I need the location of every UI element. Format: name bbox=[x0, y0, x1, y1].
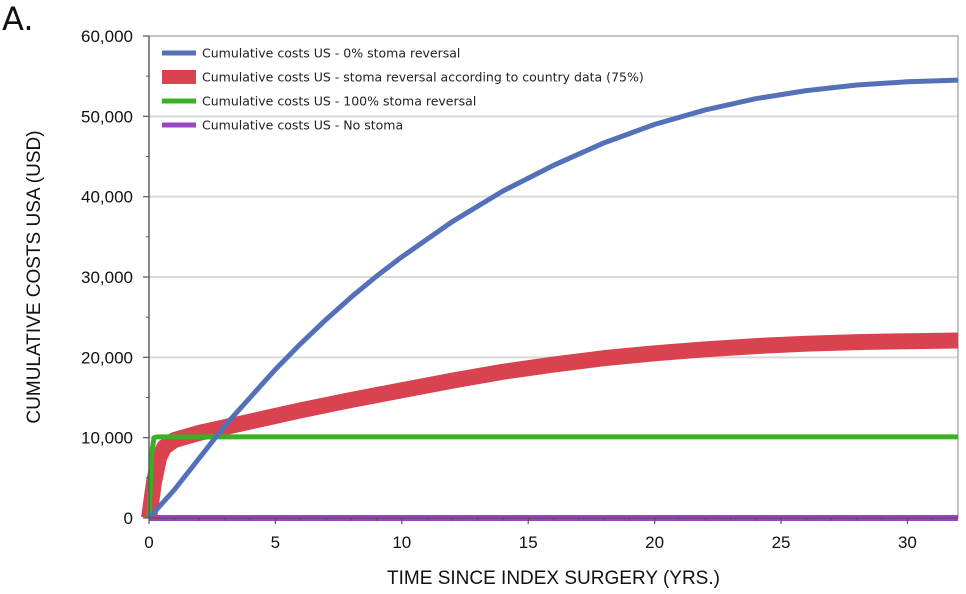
legend-label: Cumulative costs US - 100% stoma reversa… bbox=[202, 94, 476, 109]
x-tick-label: 10 bbox=[392, 533, 411, 552]
axes bbox=[143, 35, 958, 524]
series-layer bbox=[141, 77, 959, 521]
legend-swatch bbox=[162, 122, 196, 128]
series-line-2 bbox=[141, 332, 959, 520]
legend-label: Cumulative costs US - No stoma bbox=[202, 118, 403, 133]
y-tick-label: 20,000 bbox=[81, 348, 133, 367]
x-tick-label: 20 bbox=[645, 533, 664, 552]
y-tick-label: 50,000 bbox=[81, 107, 133, 126]
series-line-1 bbox=[147, 77, 959, 520]
y-tick-label: 40,000 bbox=[81, 188, 133, 207]
legend-swatch bbox=[162, 98, 196, 104]
legend-label: Cumulative costs US - 0% stoma reversal bbox=[202, 46, 460, 61]
tick-labels: 0 10,000 20,000 30,000 40,000 50,000 60,000 0 5 1… bbox=[81, 27, 917, 552]
series-line-3 bbox=[146, 434, 958, 519]
legend-swatch bbox=[162, 50, 196, 56]
y-axis-title: CUMULATIVE COSTS USA (USD) bbox=[24, 130, 45, 423]
x-tick-label: 25 bbox=[772, 533, 791, 552]
panel-label: A. bbox=[2, 0, 34, 38]
legend-swatch bbox=[162, 70, 196, 84]
legend: Cumulative costs US - 0% stoma reversal C… bbox=[162, 46, 644, 133]
legend-label: Cumulative costs US - stoma reversal acc… bbox=[202, 70, 644, 85]
y-tick-label: 0 bbox=[124, 509, 133, 528]
y-tick-label: 30,000 bbox=[81, 268, 133, 287]
x-axis-title: TIME SINCE INDEX SURGERY (YRS.) bbox=[387, 568, 720, 589]
y-tick-label: 60,000 bbox=[81, 27, 133, 46]
x-tick-label: 30 bbox=[898, 533, 917, 552]
y-tick-label: 10,000 bbox=[81, 429, 133, 448]
x-tick-label: 0 bbox=[144, 533, 153, 552]
x-tick-label: 15 bbox=[519, 533, 538, 552]
x-tick-label: 5 bbox=[271, 533, 280, 552]
